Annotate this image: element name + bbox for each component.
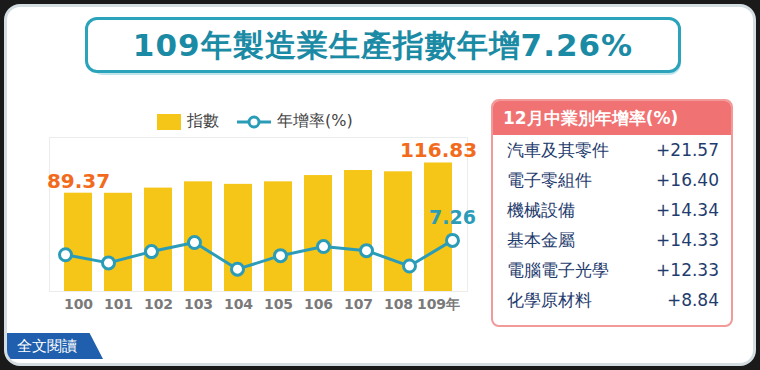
svg-text:103: 103 <box>184 296 213 312</box>
svg-text:106: 106 <box>304 296 333 312</box>
html-text:+21.57: +21.57 <box>656 140 719 160</box>
html-text:+12.33: +12.33 <box>656 260 719 280</box>
svg-text:116.83: 116.83 <box>400 138 477 162</box>
html-text:電子零組件: 電子零組件 <box>507 170 592 190</box>
svg-text:108: 108 <box>384 296 413 312</box>
html-text:指數: 指數 <box>187 111 219 130</box>
svg-text:104: 104 <box>224 296 253 312</box>
svg-text:102: 102 <box>144 296 173 312</box>
html-text:+14.34: +14.34 <box>656 200 719 220</box>
html-text:電腦電子光學: 電腦電子光學 <box>507 260 609 280</box>
html-text:+16.40: +16.40 <box>656 170 719 190</box>
svg-text:89.37: 89.37 <box>47 169 110 193</box>
html-text:全文閱讀: 全文閱讀 <box>17 337 77 355</box>
svg-text:105: 105 <box>264 296 293 312</box>
html-text:12月中業別年增率(%): 12月中業別年增率(%) <box>503 108 679 128</box>
html-text:+8.84: +8.84 <box>666 290 719 310</box>
svg-text:100: 100 <box>64 296 93 312</box>
html-text:基本金屬: 基本金屬 <box>507 230 575 250</box>
html-text:+14.33: +14.33 <box>656 230 719 250</box>
html-text:109年製造業生產指數年增7.26%: 109年製造業生產指數年增7.26% <box>132 27 634 63</box>
html-text:年增率(%): 年增率(%) <box>277 111 353 130</box>
svg-text:7.26: 7.26 <box>429 206 476 228</box>
html-text:化學原材料: 化學原材料 <box>507 290 592 310</box>
svg-text:101: 101 <box>104 296 133 312</box>
html-text:機械設備: 機械設備 <box>507 200 575 220</box>
html-text:汽車及其零件: 汽車及其零件 <box>507 140 609 160</box>
svg-text:109年: 109年 <box>417 296 460 312</box>
svg-text:107: 107 <box>344 296 373 312</box>
